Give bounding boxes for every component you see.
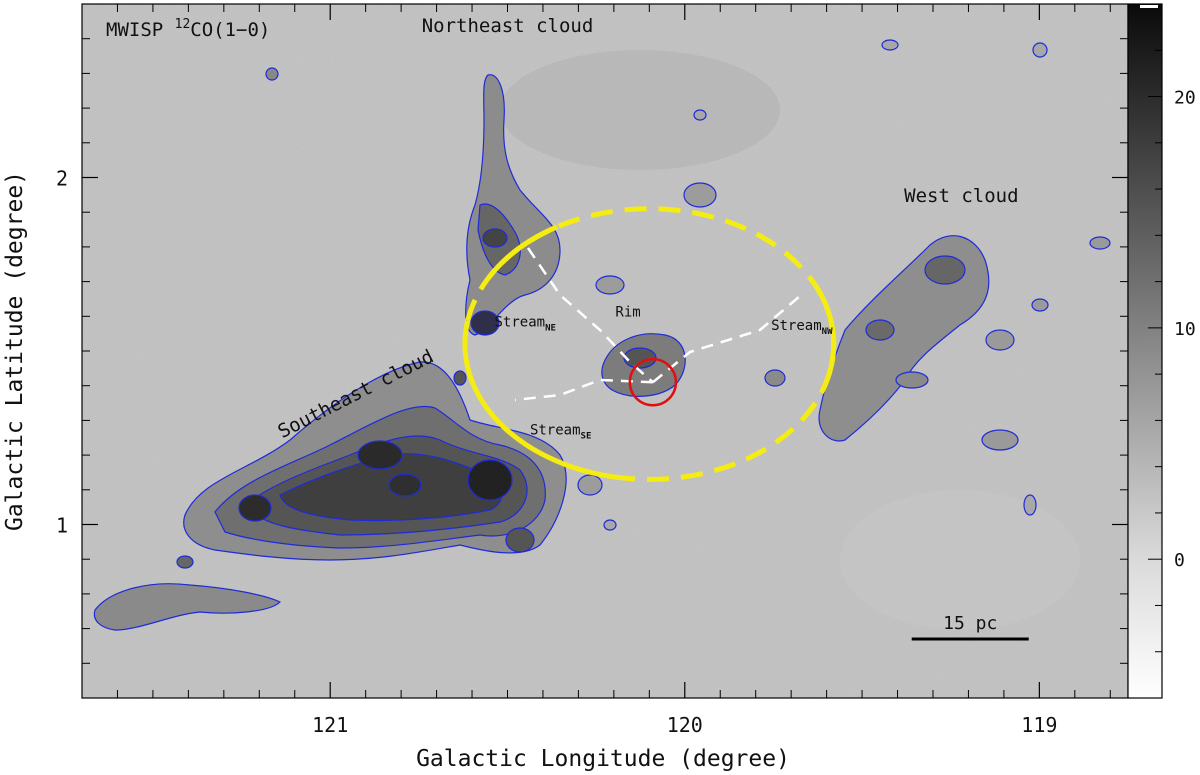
colorbar-tick-label: 0 (1174, 550, 1185, 571)
annotation-main: Stream (771, 318, 822, 334)
annotation-label: StreamNE (495, 315, 556, 334)
annotation-subscript: SE (581, 431, 592, 441)
region-label: Northeast cloud (422, 15, 594, 37)
annotation-subscript: NW (822, 327, 833, 337)
colorbar-tick-label: 20 (1174, 88, 1196, 109)
shell-ellipse-solid-north (487, 224, 559, 278)
annotation-label: StreamNW (771, 318, 833, 337)
region-label: West cloud (904, 185, 1018, 207)
y-tick-label: 2 (56, 167, 68, 191)
diffuse-patch (840, 490, 1080, 630)
y-tick-label: 1 (56, 514, 68, 538)
stream-se-line (514, 378, 653, 402)
stream-ne-line (526, 247, 654, 384)
chart-title: MWISP 12CO(1−0) (106, 17, 270, 41)
annotation-main: Stream (530, 422, 581, 438)
shell-ellipse-solid-west (462, 319, 634, 482)
shell-ellipse-solid-east (807, 274, 837, 392)
annotation-label: Rim (615, 304, 640, 320)
southeast-cloud-emission (93, 361, 567, 631)
source-circle (628, 357, 678, 407)
overlay-layer (462, 206, 837, 482)
colorbar-tick-label: 10 (1174, 319, 1196, 340)
y-axis-label: Galactic Latitude (degree) (2, 171, 28, 531)
annotation-main: Stream (495, 315, 546, 331)
annotation-subscript: NE (545, 324, 556, 334)
colorbar-ticks: 0 10 20 (1140, 3, 1196, 699)
scale-bar-label: 15 pc (943, 613, 997, 634)
colorbar-top-marker (1140, 5, 1158, 8)
x-tick-label: 119 (1021, 713, 1057, 737)
molecular-emission-layer (93, 39, 1111, 631)
axis-ticks: 121 120 119 1 2 (56, 3, 1128, 737)
x-tick-label: 120 (667, 713, 703, 737)
diffuse-patch (500, 50, 780, 170)
x-tick-label: 121 (312, 713, 348, 737)
annotation-label: StreamSE (530, 422, 591, 441)
x-axis-label: Galactic Longitude (degree) (416, 746, 790, 772)
colorbar (1127, 3, 1163, 699)
west-cloud-emission (764, 235, 1111, 451)
scale-bar: 15 pc (911, 613, 1029, 641)
